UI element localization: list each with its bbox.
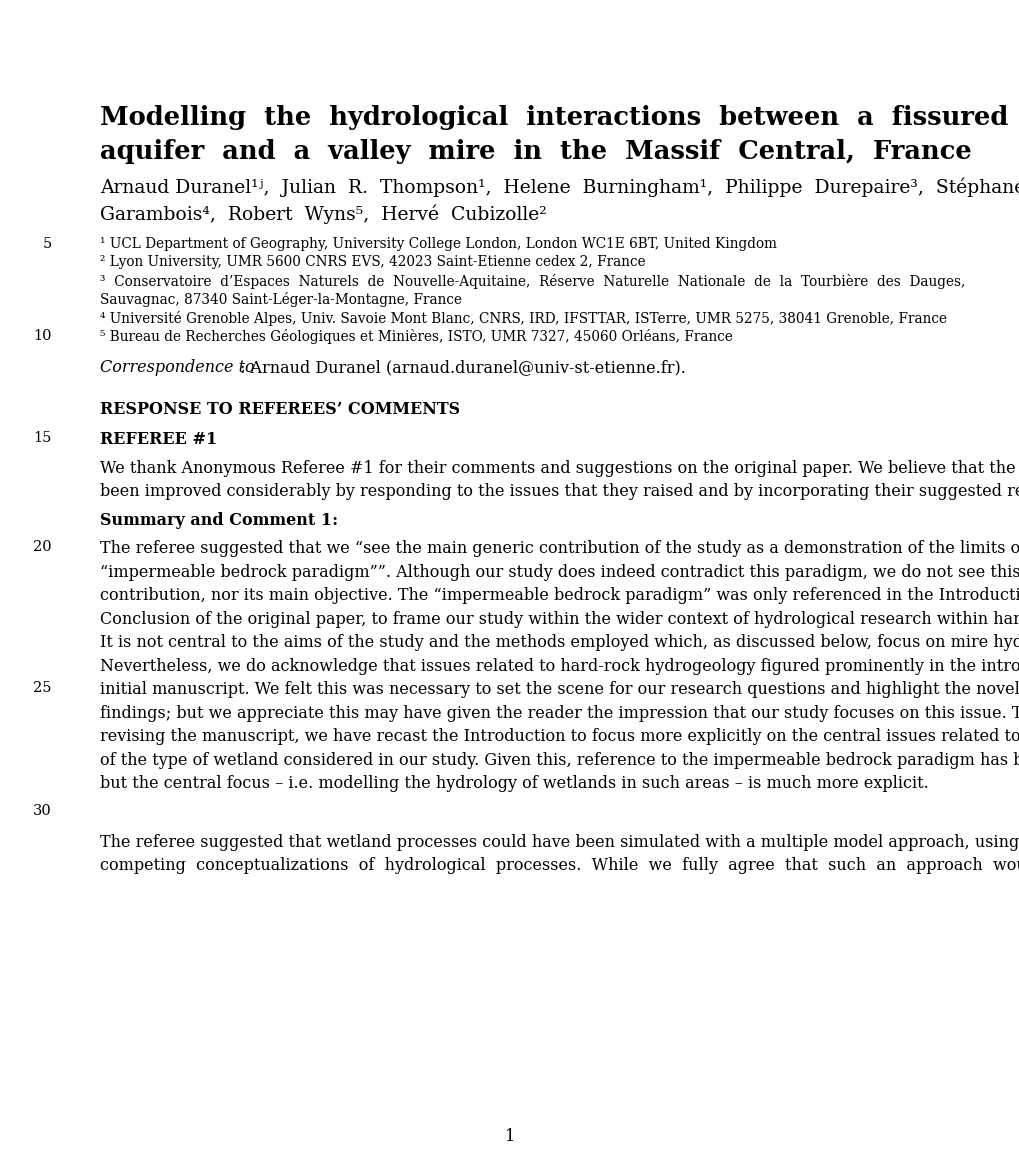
Text: 1: 1 [504,1128,515,1145]
Text: findings; but we appreciate this may have given the reader the impression that o: findings; but we appreciate this may hav… [100,705,1019,721]
Text: Garambois⁴,  Robert  Wyns⁵,  Hervé  Cubizolle²: Garambois⁴, Robert Wyns⁵, Hervé Cubizoll… [100,205,546,224]
Text: 5: 5 [43,236,52,250]
Text: RESPONSE TO REFEREES’ COMMENTS: RESPONSE TO REFEREES’ COMMENTS [100,401,460,418]
Text: contribution, nor its main objective. The “impermeable bedrock paradigm” was onl: contribution, nor its main objective. Th… [100,587,1019,603]
Text: REFEREE #1: REFEREE #1 [100,431,217,449]
Text: ³  Conservatoire  d’Espaces  Naturels  de  Nouvelle-Aquitaine,  Réserve  Naturel: ³ Conservatoire d’Espaces Naturels de No… [100,274,964,289]
Text: Summary and Comment 1:: Summary and Comment 1: [100,511,337,529]
Text: of the type of wetland considered in our study. Given this, reference to the imp: of the type of wetland considered in our… [100,751,1019,769]
Text: We thank Anonymous Referee #1 for their comments and suggestions on the original: We thank Anonymous Referee #1 for their … [100,459,1019,476]
Text: ⁴ Université Grenoble Alpes, Univ. Savoie Mont Blanc, CNRS, IRD, IFSTTAR, ISTerr: ⁴ Université Grenoble Alpes, Univ. Savoi… [100,311,946,325]
Text: Correspondence to: Correspondence to [100,359,255,376]
Text: “impermeable bedrock paradigm””. Although our study does indeed contradict this : “impermeable bedrock paradigm””. Althoug… [100,564,1019,580]
Text: : Arnaud Duranel (arnaud.duranel@univ-st-etienne.fr).: : Arnaud Duranel (arnaud.duranel@univ-st… [239,359,685,376]
Text: It is not central to the aims of the study and the methods employed which, as di: It is not central to the aims of the stu… [100,634,1019,651]
Text: Nevertheless, we do acknowledge that issues related to hard-rock hydrogeology fi: Nevertheless, we do acknowledge that iss… [100,657,1019,675]
Text: aquifer  and  a  valley  mire  in  the  Massif  Central,  France: aquifer and a valley mire in the Massif … [100,140,971,164]
Text: Sauvagnac, 87340 Saint-Léger-la-Montagne, France: Sauvagnac, 87340 Saint-Léger-la-Montagne… [100,292,462,308]
Text: but the central focus – i.e. modelling the hydrology of wetlands in such areas –: but the central focus – i.e. modelling t… [100,775,928,792]
Text: 20: 20 [34,541,52,555]
Text: initial manuscript. We felt this was necessary to set the scene for our research: initial manuscript. We felt this was nec… [100,682,1019,698]
Text: revising the manuscript, we have recast the Introduction to focus more explicitl: revising the manuscript, we have recast … [100,728,1019,744]
Text: 15: 15 [34,431,52,445]
Text: 30: 30 [34,804,52,818]
Text: The referee suggested that wetland processes could have been simulated with a mu: The referee suggested that wetland proce… [100,833,1019,850]
Text: Modelling  the  hydrological  interactions  between  a  fissured  granite: Modelling the hydrological interactions … [100,105,1019,130]
Text: The referee suggested that we “see the main generic contribution of the study as: The referee suggested that we “see the m… [100,541,1019,557]
Text: competing  conceptualizations  of  hydrological  processes.  While  we  fully  a: competing conceptualizations of hydrolog… [100,857,1019,874]
Text: been improved considerably by responding to the issues that they raised and by i: been improved considerably by responding… [100,483,1019,500]
Text: 10: 10 [34,329,52,343]
Text: ¹ UCL Department of Geography, University College London, London WC1E 6BT, Unite: ¹ UCL Department of Geography, Universit… [100,236,776,250]
Text: 25: 25 [34,682,52,696]
Text: Arnaud Duranel¹ʲ,  Julian  R.  Thompson¹,  Helene  Burningham¹,  Philippe  Durep: Arnaud Duranel¹ʲ, Julian R. Thompson¹, H… [100,177,1019,197]
Text: ⁵ Bureau de Recherches Géologiques et Minières, ISTO, UMR 7327, 45060 Orléans, F: ⁵ Bureau de Recherches Géologiques et Mi… [100,329,733,344]
Text: Conclusion of the original paper, to frame our study within the wider context of: Conclusion of the original paper, to fra… [100,610,1019,628]
Text: ² Lyon University, UMR 5600 CNRS EVS, 42023 Saint-Etienne cedex 2, France: ² Lyon University, UMR 5600 CNRS EVS, 42… [100,255,645,269]
